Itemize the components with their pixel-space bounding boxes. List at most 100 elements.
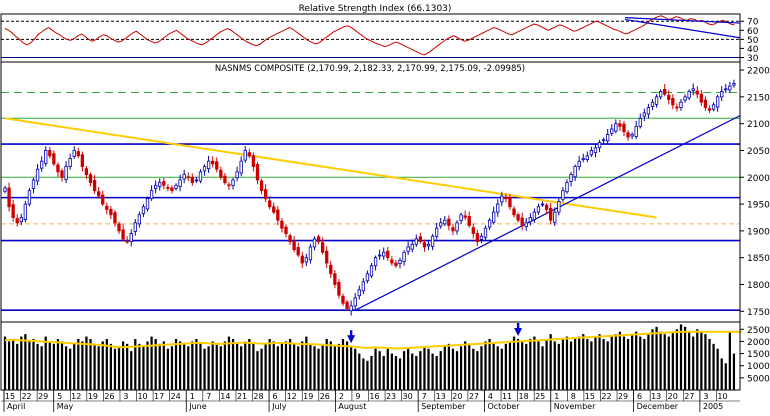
volume-bar	[134, 339, 137, 390]
volume-bar	[472, 348, 475, 390]
candle-body	[96, 191, 101, 197]
volume-bar	[12, 339, 15, 390]
volume-bar	[215, 343, 218, 390]
candle-body	[231, 179, 235, 186]
volume-bar	[382, 356, 385, 390]
volume-bar	[69, 348, 72, 390]
candle-body	[60, 170, 64, 178]
candle-body	[487, 219, 492, 228]
volume-bar	[40, 346, 43, 390]
candle-body	[268, 200, 272, 208]
y-tick-label: 1900	[747, 227, 770, 237]
volume-bar	[647, 334, 650, 390]
candle-body	[667, 94, 671, 100]
candle-body	[3, 187, 7, 192]
candle-body	[48, 150, 52, 157]
x-tick-label: 18	[519, 392, 529, 401]
candle-body	[699, 93, 704, 103]
x-tick-label: 29	[38, 392, 48, 401]
x-tick-label: 27	[469, 392, 479, 401]
candle-body	[569, 174, 573, 182]
volume-bar	[162, 341, 165, 390]
y-tick-label: 20000	[747, 338, 770, 348]
candle-body	[557, 200, 561, 213]
x-tick-label: 4	[488, 392, 493, 401]
candle-body	[174, 184, 178, 189]
candle-body	[44, 150, 48, 164]
x-tick-label: 7	[206, 392, 211, 401]
volume-bar	[411, 353, 414, 390]
volume-bar	[655, 326, 658, 390]
volume-bar	[321, 343, 324, 390]
volume-bar	[105, 339, 108, 390]
resistance-trendline	[4, 117, 657, 219]
volume-bar	[32, 339, 35, 390]
candle-body	[715, 96, 720, 108]
candle-body	[532, 211, 537, 221]
candle-body	[101, 194, 105, 205]
candle-body	[333, 273, 337, 285]
x-tick-label: 3	[703, 392, 708, 401]
month-label: April	[7, 402, 25, 411]
volume-bar	[622, 336, 626, 390]
candle-body	[369, 265, 374, 277]
candle-body	[467, 215, 471, 226]
volume-bar	[492, 343, 495, 390]
candle-body	[646, 107, 651, 115]
volume-bar	[643, 339, 646, 390]
candle-body	[166, 187, 170, 189]
candle-body	[162, 181, 166, 186]
candle-body	[483, 227, 488, 238]
volume-bar	[704, 334, 707, 390]
candle-body	[19, 217, 23, 223]
candle-body	[622, 123, 626, 133]
volume-bar	[586, 339, 589, 390]
candle-body	[35, 168, 40, 182]
candle-body	[382, 251, 386, 257]
candle-body	[129, 233, 133, 242]
volume-bar	[166, 348, 170, 390]
volume-bar	[272, 341, 275, 390]
volume-bar	[260, 348, 263, 390]
candle-body	[581, 158, 585, 160]
volume-bar	[81, 341, 84, 390]
x-tick-label: 16	[369, 392, 379, 401]
volume-bar	[378, 351, 381, 390]
candle-body	[650, 101, 655, 107]
volume-bar	[187, 346, 190, 390]
candle-body	[337, 281, 341, 296]
volume-bar	[329, 341, 332, 390]
y-tick-label: 30	[747, 54, 759, 64]
month-label: October	[487, 402, 520, 411]
candle-body	[671, 98, 675, 106]
candle-body	[243, 150, 247, 161]
volume-bar	[504, 343, 508, 390]
volume-bar	[73, 343, 76, 390]
candle-body	[386, 250, 390, 259]
candle-body	[675, 106, 679, 109]
volume-bar	[301, 341, 304, 390]
volume-bar	[496, 346, 499, 390]
volume-bar	[3, 336, 7, 390]
x-tick-label: 7	[422, 392, 427, 401]
x-tick-label: 6	[273, 392, 278, 401]
candle-body	[589, 150, 594, 156]
candle-body	[251, 155, 256, 167]
volume-bar	[362, 358, 365, 390]
candle-body	[80, 154, 85, 167]
price-title: NASNMS COMPOSITE (2,170.99, 2,182.33, 2,…	[215, 64, 525, 74]
candle-body	[68, 158, 72, 167]
volume-bar	[708, 339, 711, 390]
volume-bar	[191, 341, 194, 390]
y-tick-label: 1950	[747, 201, 770, 211]
volume-bar	[431, 353, 434, 390]
candle-body	[121, 229, 125, 240]
volume-bar	[24, 334, 27, 390]
x-tick-label: 9	[355, 392, 360, 401]
volume-bar	[28, 341, 31, 390]
x-tick-label: 22	[21, 392, 31, 401]
volume-bar	[533, 336, 536, 390]
volume-bar	[223, 341, 227, 390]
volume-bar	[427, 348, 430, 390]
volume-bar	[398, 358, 402, 390]
